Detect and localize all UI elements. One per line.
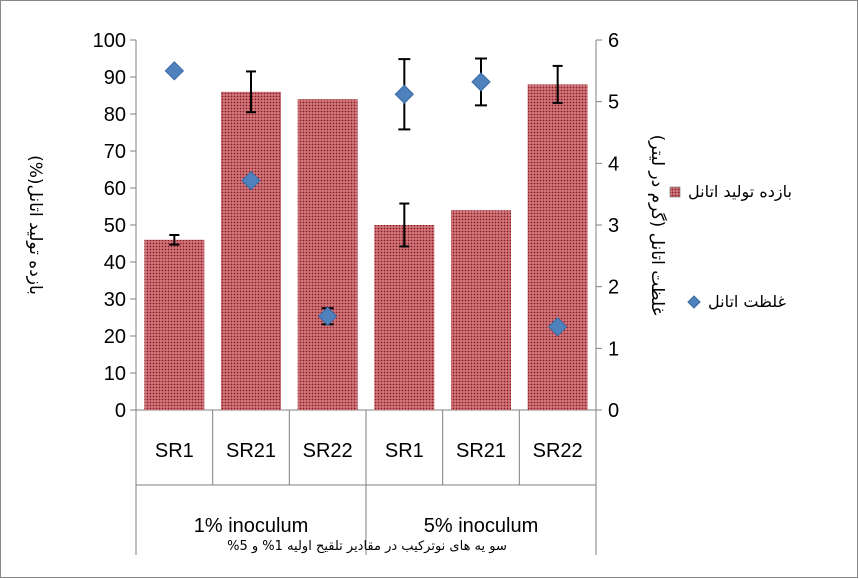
y-left-tick-label: 50 xyxy=(104,215,126,237)
data-point-marker xyxy=(547,317,568,337)
y-right-tick-label: 3 xyxy=(608,215,619,237)
x-tick-label: SR22 xyxy=(533,440,583,462)
data-point-marker xyxy=(241,170,261,191)
y-left-tick-label: 0 xyxy=(115,400,126,422)
y-right-tick-label: 4 xyxy=(608,153,619,175)
x-group-label: 5% inoculum xyxy=(424,515,539,537)
x-group-label: 1% inoculum xyxy=(194,515,309,537)
legend-bar-label: بازده تولید اتانل xyxy=(688,182,792,202)
bar xyxy=(374,225,435,410)
data-point-marker xyxy=(394,84,415,104)
legend-marker-swatch xyxy=(687,295,701,309)
x-tick-label: SR21 xyxy=(456,440,506,462)
bar xyxy=(144,239,205,410)
data-point-marker xyxy=(471,72,491,92)
y-right-tick-label: 6 xyxy=(608,30,619,52)
y-right-tick-label: 2 xyxy=(608,277,619,299)
y-left-tick-label: 30 xyxy=(104,289,126,311)
y-left-tick-label: 40 xyxy=(104,252,126,274)
legend-marker-label: غلظت اتانل xyxy=(708,292,786,311)
data-point-marker xyxy=(317,306,338,326)
y-left-tick-label: 60 xyxy=(104,178,126,200)
y-right-tick-label: 1 xyxy=(608,338,619,360)
y-left-tick-label: 100 xyxy=(93,30,126,52)
bar xyxy=(297,99,358,410)
y-right-tick-label: 5 xyxy=(608,92,619,114)
y-axis-left-title: بازده تولید اتانل(%) xyxy=(25,155,45,295)
bar xyxy=(451,210,511,410)
y-left-tick-label: 90 xyxy=(104,67,126,89)
y-left-tick-label: 10 xyxy=(104,363,126,385)
plot-area: 0 10 20 30 40 50 60 70 80 90 100 0 1 2 3 4 5 6 SR1 SR21 SR22… xyxy=(25,30,792,555)
x-tick-label: SR1 xyxy=(385,440,424,462)
x-tick-label: SR1 xyxy=(155,440,194,462)
x-tick-label: SR21 xyxy=(226,440,276,462)
y-left-tick-label: 20 xyxy=(104,326,126,348)
data-point-marker xyxy=(164,61,185,81)
y-axis-right-title: غلظت اتانل (گرم در لیتر) xyxy=(647,135,668,316)
bar xyxy=(527,84,588,411)
legend-bar-swatch xyxy=(669,186,681,198)
x-axis-caption: سو یه های نوترکیب در مقادیر تلقیح اولیه … xyxy=(227,539,507,554)
x-tick-label: SR22 xyxy=(303,440,353,462)
y-left-tick-label: 70 xyxy=(104,141,126,163)
y-left-tick-label: 80 xyxy=(104,104,126,126)
bar xyxy=(221,91,281,411)
y-right-tick-label: 0 xyxy=(608,400,619,422)
